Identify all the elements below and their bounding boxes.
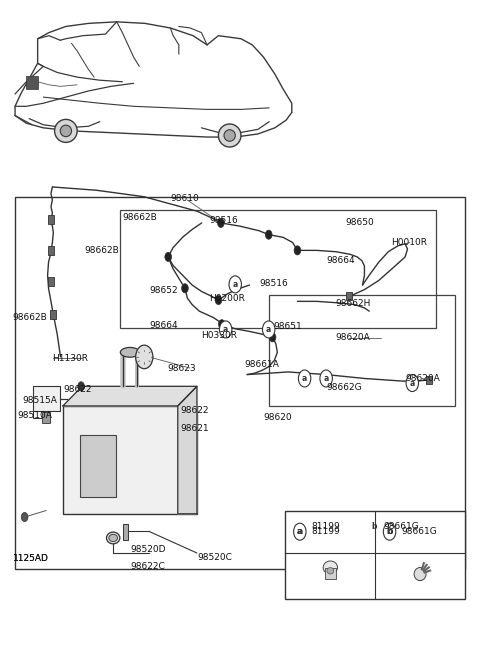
Text: H0200R: H0200R bbox=[209, 293, 245, 303]
Bar bbox=[26, 77, 38, 90]
Text: a: a bbox=[223, 325, 228, 334]
Text: 98620A: 98620A bbox=[405, 374, 440, 383]
Circle shape bbox=[217, 218, 224, 227]
Text: 98610: 98610 bbox=[170, 195, 199, 203]
Text: 98652: 98652 bbox=[149, 286, 178, 295]
Text: 98622: 98622 bbox=[63, 385, 91, 394]
Text: H1130R: H1130R bbox=[52, 354, 88, 363]
Text: 98621: 98621 bbox=[180, 424, 209, 434]
Text: 98510A: 98510A bbox=[17, 411, 52, 421]
Text: a: a bbox=[302, 374, 307, 383]
Ellipse shape bbox=[107, 532, 120, 544]
Ellipse shape bbox=[327, 567, 334, 574]
Text: H0330R: H0330R bbox=[201, 331, 237, 341]
Text: 98664: 98664 bbox=[326, 255, 355, 265]
Bar bbox=[48, 278, 54, 286]
FancyBboxPatch shape bbox=[80, 436, 116, 497]
Bar bbox=[50, 310, 57, 319]
Bar bbox=[42, 413, 50, 423]
Text: 98651: 98651 bbox=[274, 322, 302, 331]
FancyBboxPatch shape bbox=[286, 510, 465, 599]
Circle shape bbox=[406, 375, 419, 392]
Text: 1125AD: 1125AD bbox=[12, 553, 48, 563]
Text: a: a bbox=[409, 379, 415, 388]
Bar bbox=[346, 292, 352, 300]
Text: 98520D: 98520D bbox=[130, 545, 166, 554]
Text: 98620: 98620 bbox=[263, 413, 291, 422]
Text: 98661G: 98661G bbox=[402, 527, 437, 536]
Text: b: b bbox=[386, 527, 393, 536]
Circle shape bbox=[218, 320, 225, 329]
Bar bbox=[324, 567, 336, 579]
Text: 98662G: 98662G bbox=[326, 383, 362, 392]
Ellipse shape bbox=[120, 347, 140, 357]
Text: 81199: 81199 bbox=[312, 527, 340, 536]
Circle shape bbox=[320, 370, 332, 387]
Text: 98622: 98622 bbox=[180, 406, 209, 415]
Text: a: a bbox=[233, 280, 238, 289]
Circle shape bbox=[181, 284, 188, 293]
Text: 98662H: 98662H bbox=[336, 299, 371, 308]
Circle shape bbox=[368, 517, 380, 534]
Text: a: a bbox=[297, 527, 303, 536]
Circle shape bbox=[21, 512, 28, 521]
FancyBboxPatch shape bbox=[123, 523, 129, 540]
Bar bbox=[48, 246, 54, 255]
Ellipse shape bbox=[414, 567, 426, 580]
Text: a: a bbox=[294, 521, 300, 531]
Circle shape bbox=[78, 382, 84, 391]
Circle shape bbox=[299, 370, 311, 387]
Polygon shape bbox=[178, 386, 197, 514]
Text: 98520C: 98520C bbox=[197, 553, 232, 562]
Circle shape bbox=[269, 333, 276, 342]
Text: 98516: 98516 bbox=[259, 278, 288, 288]
Text: 98662B: 98662B bbox=[84, 246, 119, 255]
Text: 98620A: 98620A bbox=[336, 333, 371, 343]
Bar bbox=[48, 215, 54, 224]
Text: b: b bbox=[386, 527, 393, 536]
Circle shape bbox=[229, 276, 241, 293]
Ellipse shape bbox=[224, 130, 235, 141]
FancyBboxPatch shape bbox=[63, 406, 197, 514]
Text: a: a bbox=[266, 325, 271, 334]
Bar bbox=[323, 375, 329, 383]
Polygon shape bbox=[63, 386, 197, 406]
Circle shape bbox=[136, 345, 153, 369]
FancyBboxPatch shape bbox=[33, 386, 60, 411]
Text: 81199: 81199 bbox=[312, 521, 340, 531]
Text: a: a bbox=[324, 374, 329, 383]
Ellipse shape bbox=[323, 561, 337, 574]
Text: 98516: 98516 bbox=[209, 216, 238, 225]
Circle shape bbox=[294, 246, 301, 255]
Text: b: b bbox=[371, 521, 377, 531]
Circle shape bbox=[294, 523, 306, 540]
Text: a: a bbox=[297, 527, 303, 536]
Circle shape bbox=[165, 252, 171, 261]
Bar bbox=[426, 376, 432, 384]
Text: 1125AD: 1125AD bbox=[12, 553, 48, 563]
Text: 98623: 98623 bbox=[167, 364, 196, 373]
Circle shape bbox=[384, 523, 396, 540]
Text: 98661G: 98661G bbox=[384, 521, 420, 531]
Ellipse shape bbox=[218, 124, 241, 147]
Text: 98664: 98664 bbox=[149, 321, 178, 330]
Ellipse shape bbox=[60, 125, 72, 137]
Ellipse shape bbox=[109, 534, 118, 542]
Circle shape bbox=[215, 295, 222, 305]
Circle shape bbox=[219, 321, 232, 338]
Circle shape bbox=[263, 321, 275, 338]
Text: H0010R: H0010R bbox=[391, 238, 427, 247]
Text: 98661A: 98661A bbox=[245, 360, 280, 369]
Bar bbox=[302, 375, 308, 383]
Ellipse shape bbox=[55, 119, 77, 142]
Text: 98650: 98650 bbox=[345, 218, 374, 227]
Text: 98662B: 98662B bbox=[12, 313, 48, 322]
Text: 98622C: 98622C bbox=[130, 561, 165, 571]
Text: 98515A: 98515A bbox=[22, 396, 57, 405]
Circle shape bbox=[265, 230, 272, 239]
Circle shape bbox=[291, 517, 303, 534]
Text: 98662B: 98662B bbox=[123, 213, 157, 222]
